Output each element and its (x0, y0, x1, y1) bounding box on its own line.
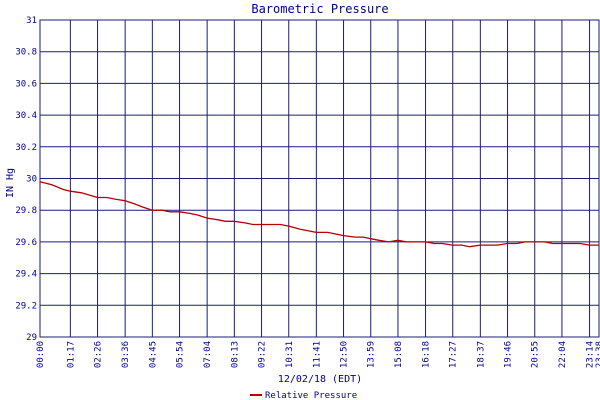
x-tick-label: 10:31 (285, 341, 295, 368)
x-tick-label: 15:08 (394, 341, 404, 368)
x-tick-label: 16:18 (422, 341, 432, 368)
x-tick-label: 13:59 (367, 341, 377, 368)
x-tick-label: 05:54 (176, 341, 186, 368)
y-tick-label: 29.4 (15, 270, 37, 280)
x-tick-label: 19:46 (504, 341, 514, 368)
y-tick-label: 31 (26, 16, 37, 26)
x-tick-label: 23:14 (586, 341, 596, 368)
chart-title: Barometric Pressure (251, 2, 388, 16)
x-tick-label: 12:50 (340, 341, 350, 368)
grid (39, 19, 600, 338)
y-tick-label: 30.2 (15, 143, 37, 153)
x-tick-label: 00:00 (36, 341, 46, 368)
x-tick-label: 02:26 (94, 341, 104, 368)
x-tick-label: 23:38 (595, 341, 600, 368)
x-axis-label: 12/02/18 (EDT) (278, 374, 362, 385)
y-axis-label: IN Hg (5, 168, 16, 198)
x-tick-label: 20:55 (531, 341, 541, 368)
y-tick-label: 30.4 (15, 111, 37, 121)
y-tick-label: 30.6 (15, 79, 37, 89)
y-axis-ticks: 29 29.2 29.4 29.6 29.8 30 30.2 30.4 30.6 30.8 31 (15, 16, 37, 343)
legend: Relative Pressure (250, 391, 357, 400)
x-axis-ticks: 00:00 01:17 02:26 03:36 04:45 05:54 07:04 08:13… (36, 341, 600, 368)
y-tick-label: 30 (26, 175, 37, 185)
x-tick-label: 03:36 (121, 341, 131, 368)
y-tick-label: 29.2 (15, 301, 37, 311)
x-tick-label: 18:37 (476, 341, 486, 368)
y-tick-label: 30.8 (15, 48, 37, 58)
x-tick-label: 07:04 (203, 341, 213, 368)
x-tick-label: 09:22 (258, 341, 268, 368)
series-line-relative-pressure (39, 181, 599, 248)
x-tick-label: 11:41 (312, 341, 322, 368)
x-tick-label: 08:13 (230, 341, 240, 368)
x-tick-label: 01:17 (66, 341, 76, 368)
y-tick-label: 29.6 (15, 238, 37, 248)
x-tick-label: 22:04 (558, 341, 568, 368)
x-tick-label: 04:45 (148, 341, 158, 368)
x-tick-label: 17:27 (449, 341, 459, 368)
y-tick-label: 29.8 (15, 206, 37, 216)
legend-label: Relative Pressure (265, 391, 357, 400)
y-tick-label: 29 (26, 333, 37, 343)
